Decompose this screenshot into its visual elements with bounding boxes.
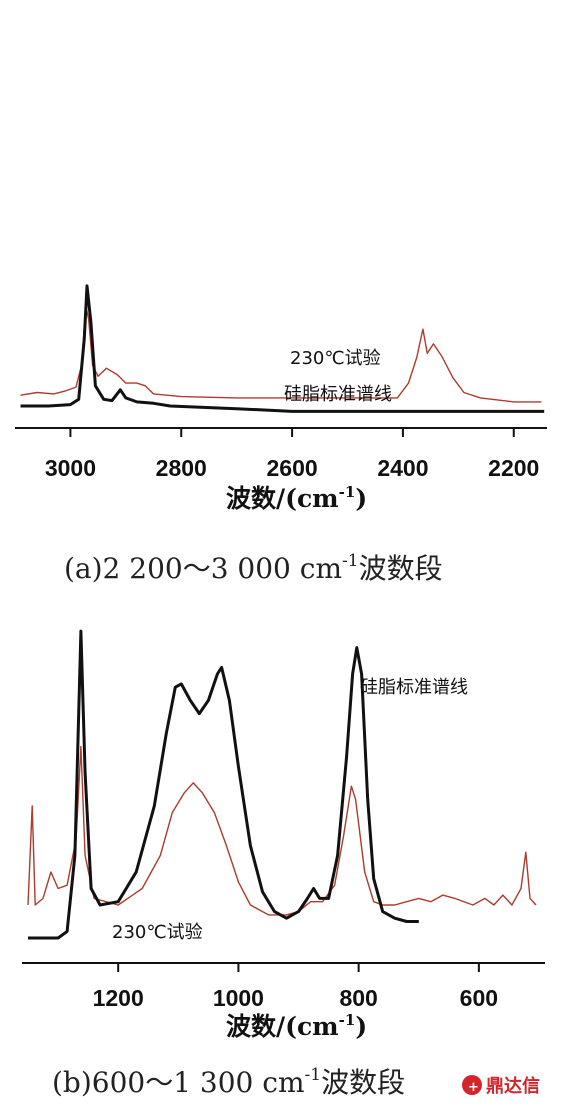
chart-b-series-test-line <box>27 745 537 916</box>
x-tick-label: 600 <box>460 985 498 1011</box>
x-tick-label: 2600 <box>266 455 317 481</box>
chart-b-series-label-test: 230℃试验 <box>112 922 203 943</box>
chart-b-x-axis-title: 波数/(cm-1) <box>226 1011 367 1041</box>
chart-a-series-test-line <box>20 305 542 403</box>
chart-a: 3000 2800 2600 2400 2200 230℃试验 硅脂标准谱线 波数/(c… <box>15 284 547 585</box>
x-tick-label: 800 <box>339 985 377 1011</box>
chart-a-series-label-test: 230℃试验 <box>290 348 381 369</box>
chart-b-ticks: 1200 1000 800 600 <box>93 963 498 1011</box>
x-tick-label: 1200 <box>93 985 144 1011</box>
chart-a-caption: (a)2 200～3 000 cm-1波数段 <box>64 551 443 585</box>
chart-b-series-standard-line <box>28 629 419 940</box>
watermark: + 鼎达信 <box>462 1075 540 1097</box>
chart-b: 1200 1000 800 600 硅脂标准谱线 230℃试验 波数/(cm-1) (… <box>22 629 545 1099</box>
x-tick-label: 2400 <box>377 455 428 481</box>
watermark-text: 鼎达信 <box>486 1075 540 1097</box>
chart-a-x-axis-title: 波数/(cm-1) <box>226 483 367 513</box>
chart-a-ticks: 3000 2800 2600 2400 2200 <box>45 428 539 481</box>
chart-b-series-label-standard: 硅脂标准谱线 <box>360 677 468 698</box>
chart-a-series-label-standard: 硅脂标准谱线 <box>284 384 392 405</box>
chart-b-caption: (b)600～1 300 cm-1波数段 <box>52 1065 405 1099</box>
x-tick-label: 3000 <box>45 455 96 481</box>
chart-a-series-standard-line <box>20 284 545 413</box>
watermark-logo-glyph: + <box>468 1080 479 1095</box>
x-tick-label: 1000 <box>213 985 264 1011</box>
watermark-logo-icon <box>462 1075 482 1095</box>
x-tick-label: 2800 <box>156 455 207 481</box>
x-tick-label: 2200 <box>488 455 539 481</box>
